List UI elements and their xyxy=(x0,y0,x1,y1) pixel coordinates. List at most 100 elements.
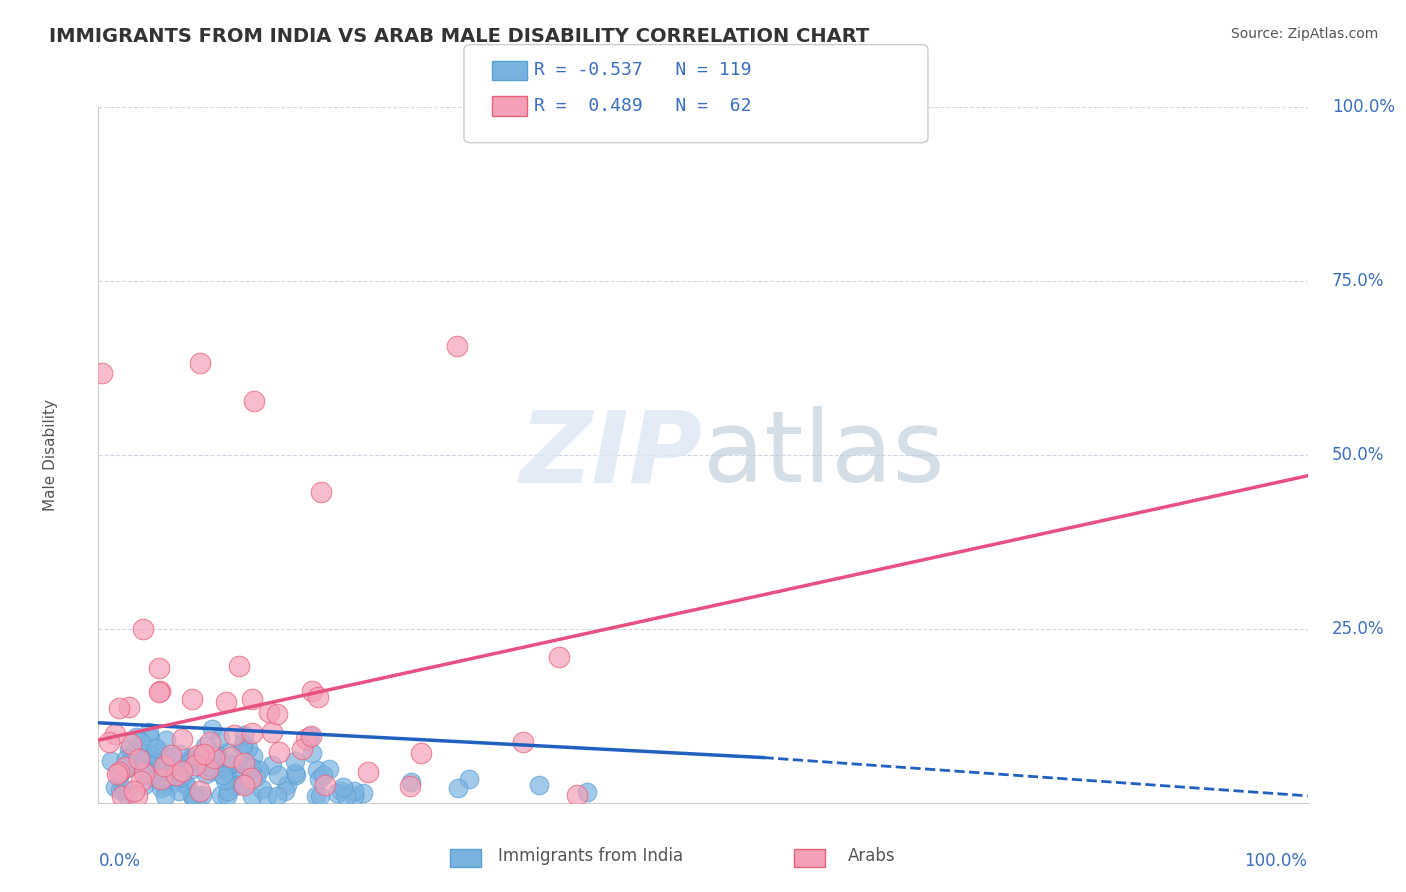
Point xyxy=(332,780,354,794)
Point xyxy=(145,756,167,770)
Point xyxy=(224,780,246,794)
Text: R =  0.489   N =  62: R = 0.489 N = 62 xyxy=(534,97,752,115)
Point xyxy=(236,741,259,756)
Point xyxy=(180,691,202,706)
Point xyxy=(267,768,290,782)
Point xyxy=(447,781,470,796)
Point xyxy=(153,756,176,771)
Point xyxy=(170,732,193,747)
Point xyxy=(269,745,291,759)
Point xyxy=(218,757,240,772)
Point xyxy=(155,733,177,747)
Point xyxy=(301,684,323,698)
Point xyxy=(299,729,322,743)
Point xyxy=(170,770,193,784)
Point xyxy=(256,789,278,803)
Point xyxy=(118,742,141,756)
Point xyxy=(401,774,423,789)
Point xyxy=(111,789,134,803)
Point xyxy=(152,759,174,773)
Point xyxy=(104,727,127,741)
Point xyxy=(299,729,322,743)
Point xyxy=(91,366,114,380)
Point xyxy=(242,748,264,763)
Point xyxy=(260,758,283,772)
Point xyxy=(117,761,139,775)
Point xyxy=(165,765,187,780)
Point xyxy=(129,735,152,749)
Point xyxy=(330,784,353,798)
Point xyxy=(308,789,330,803)
Text: atlas: atlas xyxy=(703,407,945,503)
Point xyxy=(160,749,183,764)
Point xyxy=(118,700,141,714)
Point xyxy=(165,768,187,782)
Point xyxy=(318,762,340,776)
Point xyxy=(180,788,202,802)
Point xyxy=(565,788,588,802)
Point xyxy=(219,757,242,772)
Text: 0.0%: 0.0% xyxy=(98,852,141,870)
Point xyxy=(276,778,298,792)
Point xyxy=(243,394,266,409)
Point xyxy=(266,707,288,722)
Point xyxy=(335,789,357,803)
Point xyxy=(512,735,534,749)
Point xyxy=(121,747,143,761)
Point xyxy=(180,762,202,776)
Point xyxy=(141,747,163,762)
Point xyxy=(167,747,190,761)
Point xyxy=(114,760,136,774)
Text: 75.0%: 75.0% xyxy=(1331,272,1384,290)
Point xyxy=(209,731,232,746)
Point xyxy=(343,789,366,803)
Point xyxy=(184,756,207,771)
Point xyxy=(139,731,162,745)
Point xyxy=(301,746,323,760)
Point xyxy=(128,752,150,766)
Point xyxy=(163,769,186,783)
Point xyxy=(145,740,167,755)
Point xyxy=(148,759,170,773)
Point xyxy=(314,778,336,792)
Point xyxy=(343,784,366,798)
Point xyxy=(398,779,420,793)
Point xyxy=(159,748,181,763)
Point xyxy=(217,745,239,759)
Point xyxy=(305,763,328,777)
Point xyxy=(172,764,194,778)
Point xyxy=(153,779,176,793)
Point xyxy=(305,789,328,803)
Point xyxy=(108,767,131,781)
Point xyxy=(193,739,215,753)
Point xyxy=(159,778,181,792)
Point xyxy=(132,766,155,780)
Point xyxy=(209,789,232,803)
Point xyxy=(118,756,141,770)
Point xyxy=(193,747,215,761)
Point xyxy=(149,684,172,698)
Point xyxy=(184,758,207,772)
Point xyxy=(222,728,245,742)
Point xyxy=(120,737,142,751)
Point xyxy=(266,789,288,803)
Point xyxy=(104,780,127,794)
Point xyxy=(295,732,318,747)
Point xyxy=(197,762,219,776)
Point xyxy=(148,684,170,698)
Point xyxy=(124,784,146,798)
Point xyxy=(191,789,214,803)
Point xyxy=(547,650,569,665)
Point xyxy=(134,778,156,792)
Point xyxy=(108,700,131,714)
Point xyxy=(125,789,148,803)
Point xyxy=(188,356,211,370)
Point xyxy=(291,742,314,756)
Point xyxy=(179,756,201,770)
Point xyxy=(153,789,176,803)
Point xyxy=(257,705,280,719)
Point xyxy=(232,740,254,755)
Point xyxy=(198,760,221,774)
Point xyxy=(187,747,209,762)
Text: 100.0%: 100.0% xyxy=(1331,98,1395,116)
